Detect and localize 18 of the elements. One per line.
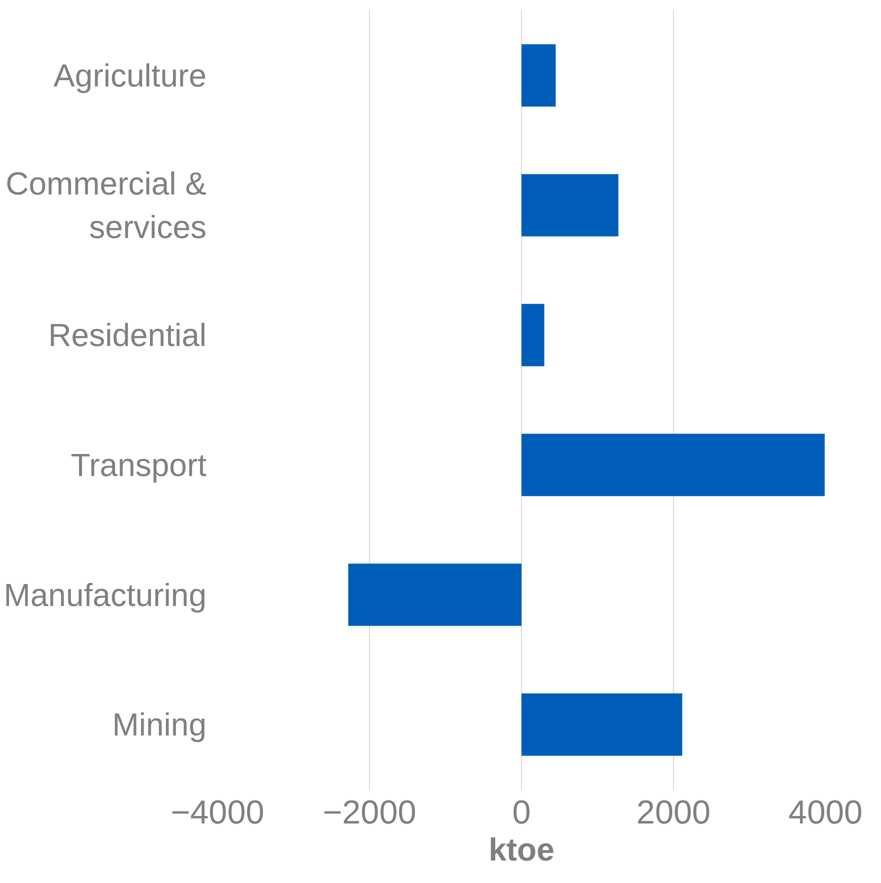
y-tick-label: Mining: [112, 706, 206, 743]
y-tick-label: Transport: [70, 446, 207, 483]
bar: [348, 564, 522, 626]
bar: [522, 434, 825, 496]
bar: [522, 44, 556, 107]
y-tick-label: Agriculture: [54, 57, 206, 94]
y-tick-label: Manufacturing: [4, 576, 206, 613]
y-tick-label: Residential: [48, 317, 206, 354]
x-axis-title: ktoe: [488, 832, 554, 868]
bar: [522, 174, 618, 236]
y-tick-label: Commercial & services: [6, 166, 206, 245]
x-tick-label: −2000: [322, 794, 416, 832]
x-tick-label: 0: [512, 794, 531, 832]
x-tick-label: −4000: [170, 794, 264, 832]
x-tick-label: 4000: [788, 794, 863, 832]
bar: [522, 304, 544, 366]
bar: [522, 693, 682, 756]
x-tick-label: 2000: [636, 794, 711, 832]
